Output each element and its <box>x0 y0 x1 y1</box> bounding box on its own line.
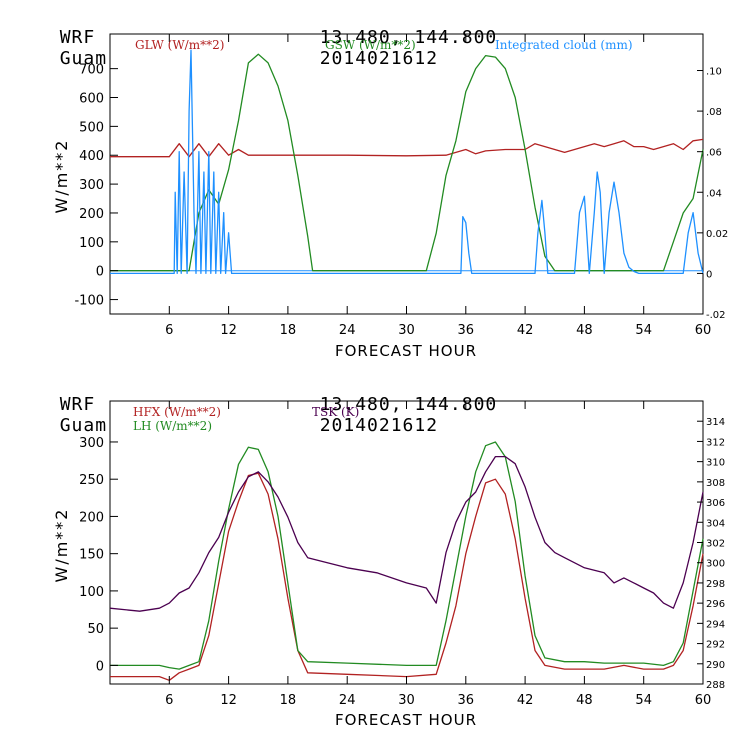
panel1-series-integrated <box>110 49 704 275</box>
panel1-ytick-label: 600 <box>79 92 104 107</box>
panel1-ylabel: W/m**2 <box>52 139 71 214</box>
panel1-xlabel: FORECAST HOUR <box>335 342 477 360</box>
panel2-xtick-label: 36 <box>458 693 475 708</box>
panel1-coords: 13.480, 144.800 <box>319 27 498 48</box>
panel1-xtick-label: 24 <box>339 323 356 338</box>
panel1-ytick-label: 400 <box>79 149 104 164</box>
panel1-xtick-label: 36 <box>458 323 475 338</box>
panel1-xtick-label: 54 <box>635 323 652 338</box>
panel1-header: WRF Guam <box>36 6 119 69</box>
panel1-rtick-label: 0 <box>706 269 712 280</box>
panel1-ytick-label: 700 <box>79 63 104 78</box>
panel1-ytick-label: 200 <box>79 207 104 222</box>
panel1-series-gsw <box>110 53 704 272</box>
panel1-rtick-label: .04 <box>706 188 722 199</box>
panel2-ytick-label: 100 <box>79 585 104 600</box>
panel2-init: 2014021612 <box>319 415 439 436</box>
panel2-rtick-label: 308 <box>706 478 725 489</box>
panel2-rtick-label: 312 <box>706 437 725 448</box>
panel2-rtick-label: 290 <box>706 660 725 671</box>
panel2-xtick-label: 18 <box>280 693 297 708</box>
panel2-rtick-label: 296 <box>706 599 725 610</box>
panel2-header-right: 13.480, 144.800 2014021612 <box>296 373 521 436</box>
panel1-rtick-label: .10 <box>706 67 722 78</box>
panel2-ytick-label: 0 <box>96 659 104 674</box>
panel2-legend-lh: LH (W/m**2) <box>133 419 212 433</box>
panel1-rtick-label: .06 <box>706 148 722 159</box>
panel1-model: WRF <box>59 27 96 48</box>
panel2-xtick-label: 12 <box>220 693 237 708</box>
panel1-init: 2014021612 <box>319 48 439 69</box>
panel2-xtick-label: 6 <box>165 693 173 708</box>
panel2-ytick-label: 50 <box>87 622 104 637</box>
panel2-rtick-label: 294 <box>706 619 725 630</box>
panel2-rtick-label: 314 <box>706 417 725 428</box>
panel2-legend-hfx: HFX (W/m**2) <box>133 405 221 419</box>
panel2-chart: 6 12 18 24 30 36 42 48 54 60 0 50 100 150 200 250 300 288… <box>52 400 725 729</box>
panel2-ytick-label: 300 <box>79 436 104 451</box>
panel1-ytick-label: -100 <box>74 294 104 309</box>
panel2-header: WRF Guam <box>36 373 119 436</box>
panel1-rtick-label: -.02 <box>706 310 726 321</box>
panel2-series-hfx <box>110 472 704 681</box>
panel2-model: WRF <box>59 394 96 415</box>
panel1-xtick-label: 12 <box>220 323 237 338</box>
panel2-rtick-label: 304 <box>706 518 725 529</box>
panel2-ytick-label: 250 <box>79 473 104 488</box>
panel2-series-lh <box>110 441 704 670</box>
panel1-ytick-label: 0 <box>96 265 104 280</box>
panel1-legend-cloud: Integrated cloud (mm) <box>495 38 633 52</box>
panel2-rtick-label: 300 <box>706 559 725 570</box>
panel2-xtick-label: 60 <box>695 693 712 708</box>
panel1-xtick-label: 48 <box>576 323 593 338</box>
panel2-rtick-label: 288 <box>706 680 725 691</box>
panel1-rtick-label: 0.02 <box>706 229 728 240</box>
panel1-xtick-label: 60 <box>695 323 712 338</box>
panel2-xtick-label: 42 <box>517 693 534 708</box>
panel2-rtick-label: 298 <box>706 579 725 590</box>
panel2-xtick-label: 24 <box>339 693 356 708</box>
panel2-ytick-label: 200 <box>79 510 104 525</box>
panel1-xtick-label: 30 <box>398 323 415 338</box>
panel2-rtick-label: 306 <box>706 498 725 509</box>
panel2-site: Guam <box>59 415 108 436</box>
panel1-legend-gsw: GSW (W/m**2) <box>325 38 416 52</box>
panel1-ytick-label: 100 <box>79 236 104 251</box>
panel2-rtick-label: 302 <box>706 539 725 550</box>
panel2-series-tsk <box>109 455 704 612</box>
panel2-xtick-label: 30 <box>398 693 415 708</box>
panel2-ylabel: W/m**2 <box>52 508 71 583</box>
panel1-series-glw <box>110 138 704 158</box>
panel1-xtick-label: 6 <box>165 323 173 338</box>
panel1-xtick-label: 18 <box>280 323 297 338</box>
panel2-rtick-label: 310 <box>706 458 725 469</box>
panel1-legend-glw: GLW (W/m**2) <box>135 38 224 52</box>
panel2-xlabel: FORECAST HOUR <box>335 711 477 729</box>
panel1-site: Guam <box>59 48 108 69</box>
panel2-frame <box>109 400 704 685</box>
panel2-xtick-label: 54 <box>635 693 652 708</box>
panel1-xtick-label: 42 <box>517 323 534 338</box>
panel2-ytick-label: 150 <box>79 548 104 563</box>
panel1-ytick-label: 500 <box>79 120 104 135</box>
panel2-xtick-label: 48 <box>576 693 593 708</box>
panel2-rtick-label: 292 <box>706 640 725 651</box>
panel1-header-right: 13.480, 144.800 2014021612 <box>296 6 521 69</box>
panel2-legend-tsk: TSK (K) <box>312 405 359 419</box>
panel2-coords: 13.480, 144.800 <box>319 394 498 415</box>
panel1-ytick-label: 300 <box>79 178 104 193</box>
panel1-chart: 6 12 18 24 30 36 42 48 54 60 -100 0 100 200 300 400 500 6… <box>52 33 728 360</box>
panel1-rtick-label: .08 <box>706 107 722 118</box>
